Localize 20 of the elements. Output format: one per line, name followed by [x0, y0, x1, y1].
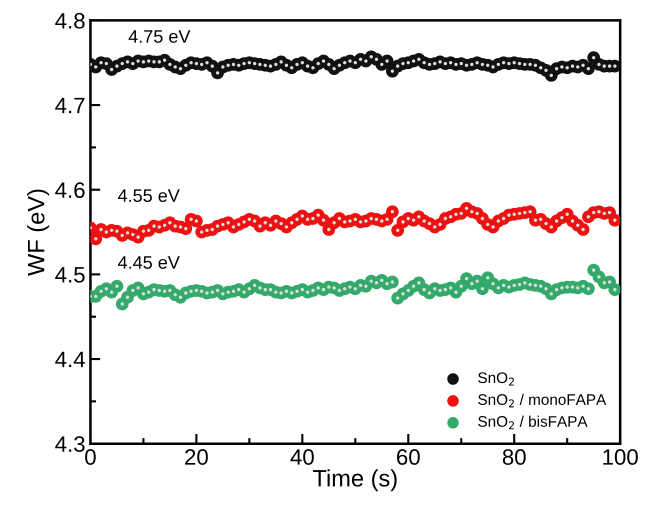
y-tick-label: 4.3 — [55, 436, 85, 452]
legend-label: SnO$_{2}$ — [478, 372, 514, 386]
y-axis-title: WF (eV) — [27, 190, 50, 276]
annotation: 4.75 eV — [128, 30, 190, 43]
x-tick-label: 80 — [502, 449, 526, 465]
legend-label: SnO$_{2}$ / bisFAPA — [478, 416, 588, 430]
x-tick-label: 40 — [290, 449, 314, 465]
legend-label: SnO$_{2}$ / monoFAPA — [478, 394, 606, 408]
x-tick-label: 20 — [185, 449, 208, 465]
x-tick-label: 100 — [603, 449, 638, 465]
annotation: 4.55 eV — [118, 189, 180, 202]
x-tick-label: 60 — [397, 449, 420, 465]
y-tick-label: 4.6 — [55, 182, 85, 198]
y-tick-label: 4.5 — [55, 267, 85, 283]
x-tick-label: 0 — [85, 449, 96, 465]
y-tick-label: 4.4 — [55, 352, 85, 368]
annotation: 4.45 eV — [118, 256, 180, 269]
x-axis-title: Time (s) — [312, 469, 397, 492]
y-tick-label: 4.8 — [55, 12, 85, 29]
y-tick-label: 4.7 — [55, 98, 84, 114]
